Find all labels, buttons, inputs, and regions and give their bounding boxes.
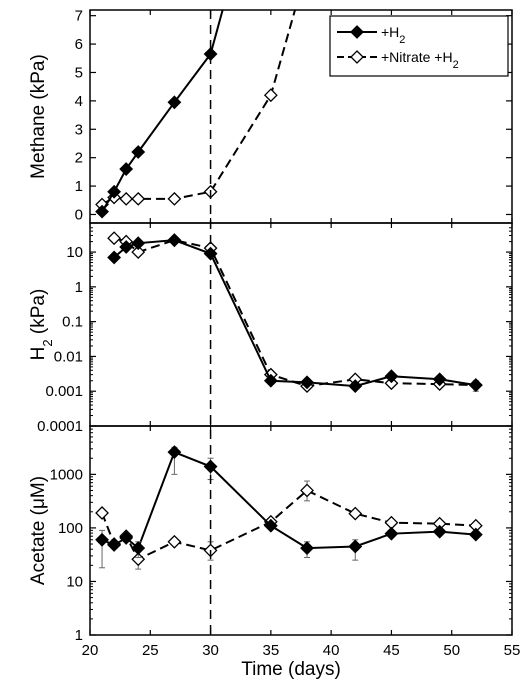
legend: +H2 +Nitrate +H2 (329, 15, 509, 77)
methane-series-h2 (95, 10, 224, 219)
methane-panel: 0 1 2 3 4 5 6 7 Methane (kPa) (28, 8, 513, 224)
acetate-y-tick-label: 1000 (50, 466, 83, 483)
acetate-h2-point (468, 527, 483, 542)
h2-h2-point (432, 372, 447, 387)
methane-h2-point (131, 145, 146, 159)
acetate-h2-point (432, 524, 447, 539)
methane-nitrate-line (101, 10, 296, 206)
legend-label: +H2 (381, 24, 405, 46)
h2-y-tick-label: 0.0001 (37, 418, 83, 435)
methane-y-tick-label: 6 (75, 36, 83, 53)
h2-h2-point (131, 236, 146, 251)
methane-y-tick-label: 5 (75, 64, 83, 81)
h2-h2-point (300, 375, 314, 390)
methane-y-tick-label: 7 (75, 8, 83, 25)
h2-nitrate-point (384, 376, 399, 391)
methane-series-nitrate (95, 10, 296, 212)
acetate-series-h2 (95, 445, 483, 569)
acetate-plot-frame (89, 425, 513, 636)
acetate-h2-point (131, 541, 146, 555)
acetate-h2-point (384, 526, 399, 541)
h2-y-tick-label: 10 (66, 244, 83, 261)
acetate-h2-line (101, 450, 476, 550)
h2-h2-point (263, 373, 278, 388)
x-axis: 20 25 30 35 40 45 50 55 Time (days) (82, 642, 520, 680)
h2-h2-point (468, 378, 483, 393)
acetate-y-tick-label: 10 (66, 573, 83, 590)
methane-y-tick-label: 1 (75, 178, 83, 195)
h2-series-nitrate (107, 231, 483, 394)
acetate-h2-point (119, 531, 134, 545)
x-tick-label: 30 (202, 642, 219, 659)
h2-y-tick-label: 0.1 (62, 314, 83, 331)
acetate-series-nitrate (95, 480, 483, 570)
h2-h2-point (167, 233, 182, 248)
legend-label: +Nitrate +H2 (381, 49, 459, 71)
h2-h2-point (348, 379, 363, 394)
h2-nitrate-line (113, 237, 476, 388)
methane-h2-point (119, 162, 134, 176)
h2-nitrate-point (131, 245, 146, 259)
acetate-nitrate-point (300, 483, 314, 498)
x-axis-title: Time (days) (241, 659, 341, 680)
acetate-h2-point (95, 532, 109, 547)
h2-h2-point (107, 250, 122, 265)
acetate-h2-point (107, 538, 122, 552)
x-tick-label: 45 (383, 642, 400, 659)
methane-nitrate-point (167, 191, 182, 206)
methane-h2-point (167, 95, 182, 110)
methane-nitrate-point (263, 88, 278, 103)
acetate-y-axis-title: Acetate (μM) (28, 476, 49, 585)
methane-h2-point (107, 184, 122, 199)
legend-box (329, 15, 509, 77)
acetate-nitrate-line (101, 489, 476, 561)
h2-panel: 10 1 0.1 0.01 0.001 0.0001 H2 (kPa) (28, 222, 513, 435)
x-tick-label: 35 (263, 642, 280, 659)
x-tick-label: 55 (504, 642, 520, 659)
acetate-y-tick-label: 100 (58, 520, 83, 537)
methane-y-tick-label: 3 (75, 121, 83, 138)
h2-h2-point (119, 240, 134, 254)
methane-y-tick-label: 4 (75, 93, 83, 110)
acetate-h2-point (263, 518, 278, 533)
h2-y-axis-title: H2 (kPa) (28, 289, 55, 361)
methane-nitrate-point (131, 191, 146, 206)
h2-y-tick-label: 1 (75, 279, 83, 296)
x-tick-label: 50 (443, 642, 460, 659)
acetate-nitrate-point (131, 552, 146, 567)
h2-h2-line (113, 239, 476, 388)
legend-swatch-marker (350, 25, 364, 39)
h2-y-tick-label: 0.001 (45, 383, 83, 400)
h2-h2-point (384, 369, 399, 384)
acetate-h2-point (348, 539, 363, 554)
x-tick-label: 40 (323, 642, 340, 659)
methane-h2-line (101, 10, 224, 213)
methane-y-tick-label: 0 (75, 206, 83, 223)
h2-y-tick-label: 0.01 (54, 348, 83, 365)
methane-y-tick-label: 2 (75, 150, 83, 167)
methane-y-axis-title: Methane (kPa) (28, 54, 49, 179)
acetate-h2-point (300, 541, 314, 555)
legend-swatch-marker (350, 50, 364, 64)
methane-h2-point (95, 204, 109, 219)
h2-plot-frame (89, 222, 513, 427)
h2-series-h2 (107, 233, 483, 394)
acetate-nitrate-point (348, 506, 363, 521)
methane-nitrate-point (119, 191, 134, 206)
x-tick-label: 25 (142, 642, 159, 659)
acetate-nitrate-point (167, 534, 182, 549)
acetate-y-tick-label: 1 (75, 627, 83, 644)
h2-nitrate-point (107, 231, 122, 246)
acetate-nitrate-point (95, 506, 109, 520)
x-tick-label: 20 (82, 642, 99, 659)
acetate-h2-point (167, 445, 182, 460)
